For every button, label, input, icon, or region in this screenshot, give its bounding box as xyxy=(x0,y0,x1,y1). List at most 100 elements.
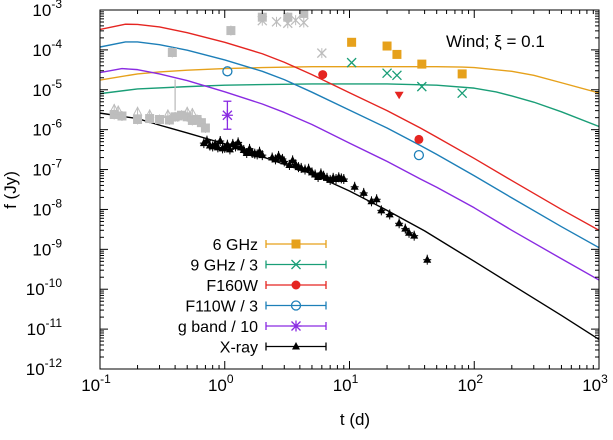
gray-point xyxy=(290,15,301,26)
gray-point xyxy=(257,12,267,22)
data-point xyxy=(377,205,386,214)
data-point xyxy=(202,136,211,144)
data-point xyxy=(346,57,357,68)
y-tick-label: 10-9 xyxy=(32,236,62,259)
data-point xyxy=(339,174,348,182)
data-point xyxy=(367,196,376,205)
y-tick-exponent: -8 xyxy=(51,196,62,210)
data-point xyxy=(372,194,381,203)
data-point xyxy=(457,69,467,79)
data-point xyxy=(234,137,243,146)
data-point xyxy=(382,68,393,79)
y-tick-exponent: -3 xyxy=(51,0,62,11)
data-point xyxy=(274,151,283,159)
gray-point xyxy=(113,105,124,115)
x-tick-exponent: 2 xyxy=(476,372,483,386)
y-tick-label: 10-8 xyxy=(32,196,62,219)
gray-point xyxy=(172,111,183,121)
data-point xyxy=(413,149,425,161)
data-point xyxy=(457,88,468,99)
y-axis-label: f (Jy) xyxy=(1,171,20,209)
legend-label: 6 GHz xyxy=(213,237,258,254)
gray-point xyxy=(164,115,174,125)
gray-point xyxy=(155,114,165,124)
gray-point xyxy=(299,10,309,18)
gray-point xyxy=(182,106,193,116)
y-tick-label: 10-3 xyxy=(32,0,62,20)
x-axis-label: t (d) xyxy=(340,410,370,429)
gray-point xyxy=(117,111,127,121)
legend-marker xyxy=(291,239,301,249)
data-point xyxy=(221,109,233,121)
legend-label: F110W / 3 xyxy=(185,299,258,316)
data-point xyxy=(416,81,427,92)
legend-item: F160W xyxy=(206,278,327,295)
data-point xyxy=(395,218,404,227)
gray-point xyxy=(298,17,309,28)
x-tick-label: 101 xyxy=(333,372,359,395)
data-point xyxy=(242,148,251,157)
model-curve xyxy=(100,65,599,94)
data-point xyxy=(385,209,394,218)
y-tick-exponent: -9 xyxy=(51,236,62,250)
y-tick-exponent: -5 xyxy=(51,77,62,91)
y-tick-label: 10-12 xyxy=(26,356,63,379)
model-curve xyxy=(100,112,599,341)
x-tick-label: 100 xyxy=(208,372,234,395)
data-point xyxy=(304,164,313,172)
data-point xyxy=(347,37,357,47)
gray-point xyxy=(200,123,210,133)
y-tick-exponent: -7 xyxy=(51,157,62,171)
y-tick-label: 10-6 xyxy=(32,117,62,140)
y-tick-label: 10-4 xyxy=(32,37,62,60)
data-points xyxy=(199,37,468,265)
data-point xyxy=(350,182,359,190)
y-tick-label: 10-5 xyxy=(32,77,62,100)
legend-item: 9 GHz / 3 xyxy=(190,258,327,275)
model-curve xyxy=(100,83,599,128)
data-point xyxy=(414,134,424,144)
y-tick-exponent: -6 xyxy=(51,117,62,131)
data-point xyxy=(225,144,234,153)
y-tick-label: 10-10 xyxy=(26,276,63,299)
legend-item: 6 GHz xyxy=(213,237,327,254)
legend-marker xyxy=(291,280,301,290)
data-point xyxy=(285,160,294,169)
data-point xyxy=(258,150,267,159)
legend-item: g band / 10 xyxy=(178,319,327,336)
data-point xyxy=(382,41,392,51)
tick-labels: 10-1 100 101 102 103 10-12 10-11 10-10 10-9 10-8 1… xyxy=(26,0,608,395)
legend-marker xyxy=(292,342,300,350)
y-tick-label: 10-11 xyxy=(27,316,63,339)
data-point xyxy=(280,156,289,165)
legend-item: F110W / 3 xyxy=(185,299,327,316)
data-point xyxy=(405,228,414,236)
data-point xyxy=(423,255,432,263)
x-tick-label: 103 xyxy=(582,372,608,395)
legend-label: 9 GHz / 3 xyxy=(190,258,258,275)
gray-point xyxy=(163,108,173,118)
model-curve xyxy=(100,41,599,249)
x-tick-label: 10-1 xyxy=(81,372,111,395)
gray-data-points xyxy=(109,10,327,134)
model-curves xyxy=(100,23,599,341)
legend-marker xyxy=(290,320,302,332)
x-tick-label: 102 xyxy=(457,372,483,395)
data-point xyxy=(216,136,225,144)
gray-point xyxy=(196,118,206,128)
gray-point xyxy=(176,110,186,120)
gray-point xyxy=(271,16,282,27)
upper-limit-marker xyxy=(394,91,404,100)
gray-point xyxy=(187,107,198,117)
x-tick-exponent: 0 xyxy=(227,372,234,386)
y-tick-exponent: -12 xyxy=(45,356,63,370)
gray-point xyxy=(187,115,197,125)
data-point xyxy=(392,49,402,59)
data-point xyxy=(417,59,427,69)
x-tick-exponent: 3 xyxy=(601,372,608,386)
legend-marker xyxy=(290,300,302,311)
legend-label: g band / 10 xyxy=(178,319,258,336)
data-point xyxy=(401,224,410,232)
y-tick-label: 10-7 xyxy=(32,157,62,180)
